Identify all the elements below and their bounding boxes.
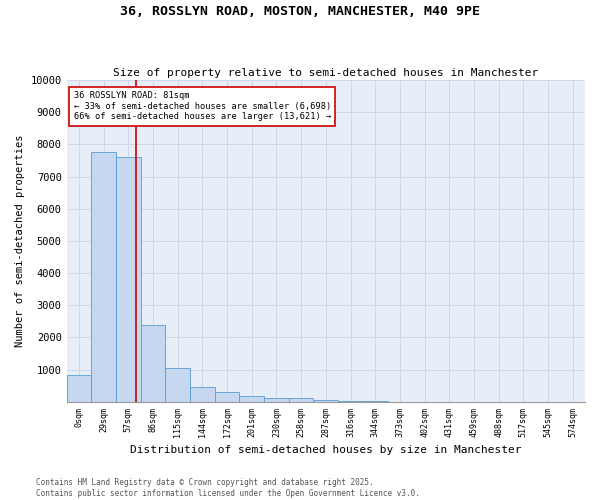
- Text: Contains HM Land Registry data © Crown copyright and database right 2025.
Contai: Contains HM Land Registry data © Crown c…: [36, 478, 420, 498]
- Bar: [239, 396, 264, 402]
- Bar: [313, 400, 338, 402]
- Bar: [116, 158, 141, 402]
- Bar: [166, 368, 190, 402]
- Title: Size of property relative to semi-detached houses in Manchester: Size of property relative to semi-detach…: [113, 68, 538, 78]
- Y-axis label: Number of semi-detached properties: Number of semi-detached properties: [15, 134, 25, 347]
- Bar: [289, 398, 313, 402]
- Text: 36 ROSSLYN ROAD: 81sqm
← 33% of semi-detached houses are smaller (6,698)
66% of : 36 ROSSLYN ROAD: 81sqm ← 33% of semi-det…: [74, 92, 331, 121]
- Bar: [91, 152, 116, 402]
- X-axis label: Distribution of semi-detached houses by size in Manchester: Distribution of semi-detached houses by …: [130, 445, 521, 455]
- Bar: [264, 398, 289, 402]
- Text: 36, ROSSLYN ROAD, MOSTON, MANCHESTER, M40 9PE: 36, ROSSLYN ROAD, MOSTON, MANCHESTER, M4…: [120, 5, 480, 18]
- Bar: [141, 326, 166, 402]
- Bar: [67, 376, 91, 402]
- Bar: [215, 392, 239, 402]
- Bar: [190, 387, 215, 402]
- Bar: [338, 401, 363, 402]
